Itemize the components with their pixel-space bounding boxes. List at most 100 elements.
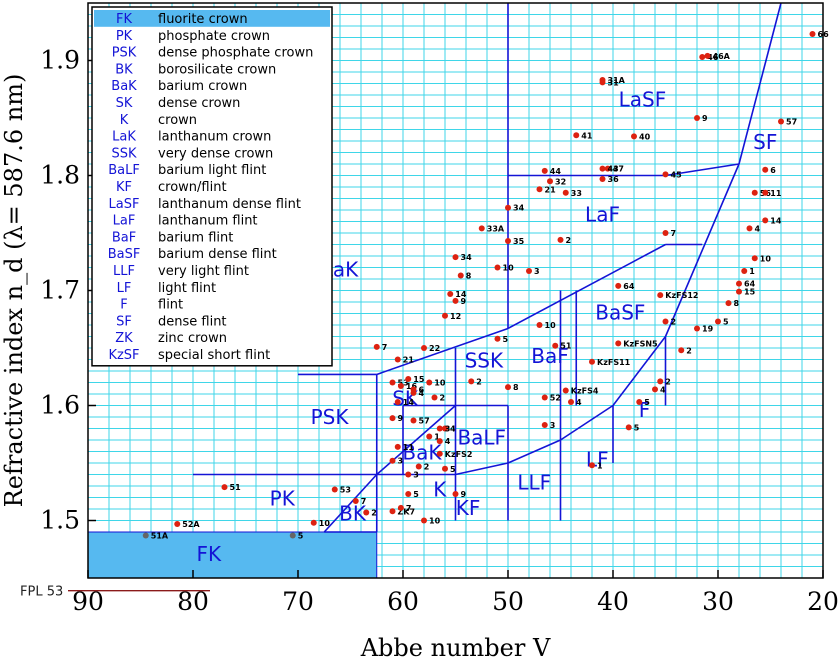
- legend-name-baf: barium flint: [158, 230, 233, 245]
- data-point-label: 9: [702, 114, 708, 123]
- data-point-label: 52A: [182, 520, 200, 529]
- data-point: [662, 230, 669, 236]
- data-point-label: 6: [419, 385, 425, 394]
- data-point-label: 32: [555, 177, 566, 186]
- region-boundary: [323, 473, 378, 533]
- x-tick-label: 50: [492, 587, 524, 616]
- region-boundary: [560, 404, 614, 441]
- data-point: [457, 272, 464, 279]
- legend-abbr-f: F: [120, 298, 127, 313]
- data-point-label: 51: [560, 342, 572, 351]
- data-point-label: 31: [608, 78, 620, 87]
- x-tick-label: 80: [177, 587, 209, 616]
- fk-region-fill: [87, 531, 378, 579]
- data-point-label: 6: [770, 166, 776, 175]
- data-point: [694, 325, 700, 332]
- region-label-balf: BaLF: [457, 426, 506, 450]
- data-point: [405, 471, 412, 478]
- data-point: [809, 31, 816, 38]
- data-point: [552, 342, 559, 349]
- data-point-label: 4: [450, 425, 456, 434]
- data-point-label: 2: [686, 346, 692, 355]
- region-label-bak: BaK: [402, 441, 442, 465]
- data-point-label: 2: [566, 236, 572, 245]
- data-point: [699, 54, 706, 61]
- data-point-label: 8: [466, 272, 472, 281]
- data-point-label: 9: [461, 297, 467, 306]
- region-boundary: [376, 404, 457, 476]
- x-tick-label: 20: [807, 587, 838, 616]
- data-point: [736, 280, 742, 287]
- data-point-label: 4: [660, 385, 666, 394]
- data-point: [652, 386, 658, 393]
- legend-name-sf: dense flint: [158, 314, 227, 329]
- x-tick-label: 90: [72, 587, 104, 616]
- region-boundary: [507, 439, 561, 464]
- data-point: [142, 532, 149, 539]
- data-point: [541, 422, 548, 429]
- data-point: [468, 378, 475, 385]
- data-point-label: 47: [613, 165, 624, 174]
- data-point: [657, 378, 664, 385]
- data-point: [174, 520, 181, 527]
- data-point: [373, 343, 380, 350]
- data-point-label: KzFS2: [445, 450, 473, 459]
- legend-abbr-sf: SF: [116, 314, 132, 329]
- data-point-label: 44: [550, 167, 562, 176]
- data-point: [505, 204, 511, 211]
- data-point-label: 5: [634, 423, 640, 432]
- data-point: [631, 133, 637, 140]
- legend-abbr-kzsf: KzSF: [108, 348, 139, 363]
- data-point-label: 41: [581, 131, 593, 140]
- region-label-baf: BaF: [531, 344, 568, 368]
- data-point: [289, 532, 296, 539]
- data-point: [421, 345, 427, 351]
- data-point: [442, 312, 448, 319]
- data-point-label: 40: [639, 132, 651, 141]
- data-point-label: 3: [398, 457, 404, 466]
- data-point: [478, 225, 485, 232]
- data-point: [557, 236, 564, 243]
- data-point: [562, 189, 569, 196]
- legend-name-f: flint: [158, 298, 183, 313]
- data-point: [363, 509, 370, 516]
- legend-name-balf: barium light flint: [158, 163, 266, 178]
- legend-name-lasf: lanthanum dense flint: [158, 197, 301, 212]
- y-tick-label: 1.5: [40, 506, 80, 535]
- data-point: [541, 394, 548, 401]
- data-point: [704, 52, 711, 59]
- data-point: [589, 462, 595, 469]
- data-point-label: 53: [398, 379, 409, 388]
- data-point: [310, 519, 317, 526]
- data-point-label: 4: [445, 437, 451, 446]
- data-point: [436, 438, 443, 445]
- legend-abbr-bk: BK: [115, 62, 133, 77]
- data-point-label: 8: [513, 383, 519, 392]
- y-tick-label: 1.7: [40, 276, 80, 305]
- data-point: [421, 517, 427, 524]
- data-point: [405, 491, 412, 498]
- data-point-label: 3: [445, 425, 451, 434]
- data-point: [442, 465, 448, 472]
- data-point: [736, 288, 742, 295]
- data-point: [625, 424, 632, 431]
- legend-abbr-ssk: SSK: [111, 146, 137, 161]
- data-point-label: KzFS4: [571, 387, 599, 396]
- region-label-bk: BK: [339, 502, 367, 526]
- data-point-label: 14: [403, 398, 415, 407]
- legend-name-lf: light flint: [158, 281, 216, 296]
- data-point: [442, 425, 448, 432]
- data-point-label: ZK7: [398, 507, 416, 516]
- region-label-kf: KF: [456, 496, 481, 520]
- legend-name-kzsf: special short flint: [158, 348, 270, 363]
- data-point: [662, 171, 669, 178]
- data-point: [715, 318, 721, 325]
- data-point: [536, 186, 543, 193]
- legend-name-kf: crown/flint: [158, 180, 227, 195]
- region-boundary: [738, 2, 782, 165]
- region-label-llf: LLF: [517, 470, 551, 494]
- legend-abbr-kf: KF: [116, 180, 132, 195]
- data-point: [568, 399, 574, 406]
- region-boundary: [376, 327, 509, 376]
